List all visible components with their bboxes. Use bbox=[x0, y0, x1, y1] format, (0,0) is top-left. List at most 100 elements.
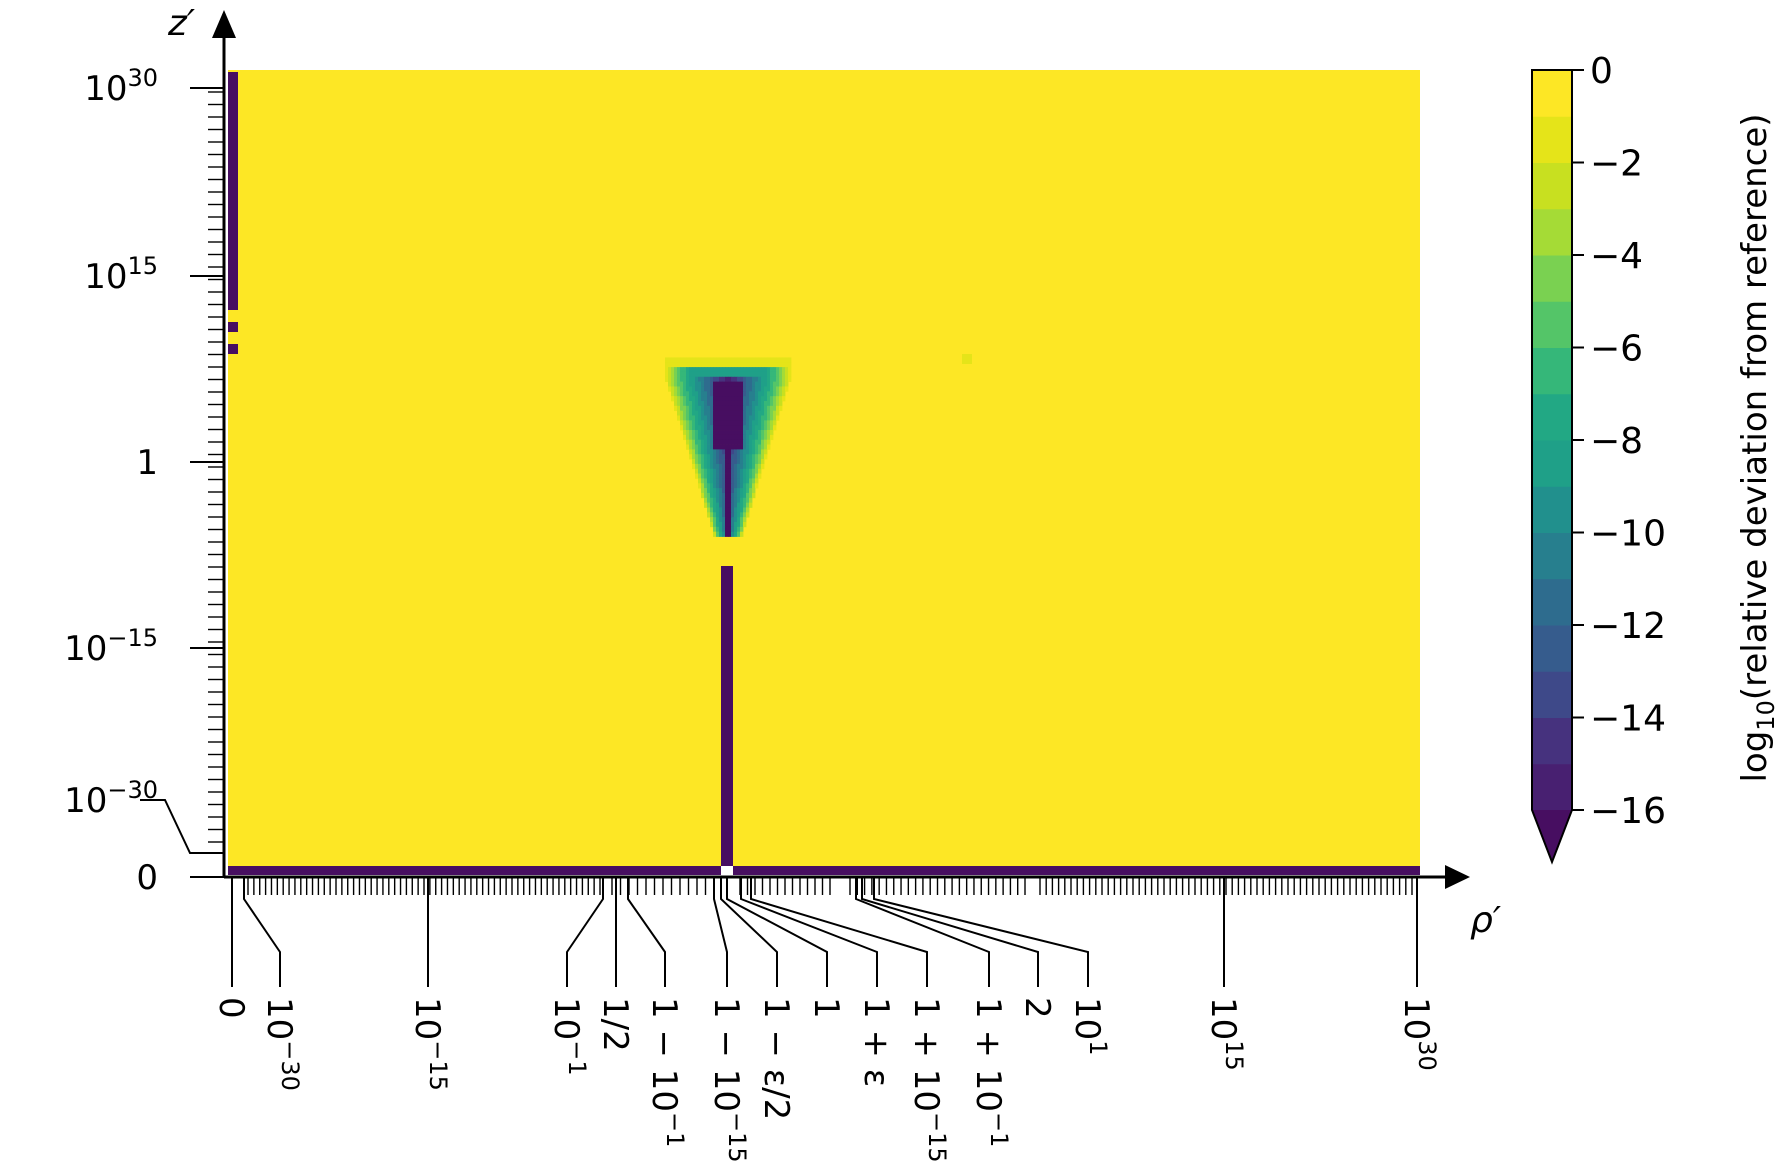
heatmap-cell bbox=[761, 400, 765, 407]
heatmap-cell bbox=[692, 410, 696, 416]
heatmap-cell bbox=[776, 400, 780, 407]
heatmap-cell bbox=[692, 463, 696, 470]
colorbar-segment bbox=[1532, 70, 1572, 117]
heatmap-cell bbox=[764, 410, 768, 416]
heatmap-cell bbox=[734, 415, 738, 421]
heatmap-cell bbox=[743, 492, 747, 499]
heatmap-cell bbox=[722, 459, 726, 465]
heatmap-cell bbox=[776, 367, 780, 373]
heatmap-cell bbox=[716, 357, 720, 363]
heatmap-cell bbox=[692, 444, 696, 450]
heatmap-cell bbox=[722, 410, 726, 416]
heatmap-cell bbox=[716, 526, 720, 533]
heatmap-cell bbox=[749, 483, 753, 489]
heatmap-cell bbox=[737, 444, 741, 450]
heatmap-cell bbox=[719, 396, 723, 402]
heatmap-cell bbox=[734, 396, 738, 402]
heatmap-cell bbox=[737, 478, 741, 484]
heatmap-cell bbox=[746, 444, 750, 450]
heatmap-cell bbox=[698, 391, 702, 397]
heatmap-cell bbox=[758, 444, 762, 450]
heatmap-cell bbox=[740, 367, 744, 373]
heatmap-cell bbox=[740, 439, 744, 445]
heatmap-cell bbox=[707, 410, 711, 416]
heatmap-cell bbox=[689, 410, 693, 416]
heatmap-cell bbox=[680, 391, 684, 397]
heatmap-cell bbox=[734, 357, 738, 363]
heatmap-cell bbox=[707, 502, 711, 508]
heatmap-cell bbox=[725, 415, 729, 421]
heatmap-cell bbox=[704, 391, 708, 397]
heatmap-cell bbox=[689, 444, 693, 450]
heatmap-cell bbox=[761, 362, 765, 368]
heatmap-cell bbox=[710, 386, 714, 392]
y-tick-label: 0 bbox=[136, 858, 158, 898]
heatmap-cell bbox=[704, 425, 708, 431]
heatmap-cell bbox=[758, 391, 762, 397]
x-tick-label: 1 − 10−15 bbox=[706, 997, 751, 1163]
heatmap-cell bbox=[758, 396, 762, 402]
heatmap-cell bbox=[725, 430, 729, 436]
heatmap-cell bbox=[788, 367, 792, 373]
heatmap-cell bbox=[752, 478, 756, 484]
heatmap-cell bbox=[776, 357, 780, 363]
colorbar-segment bbox=[1532, 347, 1572, 395]
heatmap-cell bbox=[737, 376, 741, 382]
heatmap-cell bbox=[674, 396, 678, 402]
heatmap-cell bbox=[773, 362, 777, 368]
heatmap-cell bbox=[758, 376, 762, 382]
heatmap-cell bbox=[755, 434, 759, 441]
heatmap-cell bbox=[743, 357, 747, 363]
heatmap-cell bbox=[710, 473, 714, 479]
heatmap-cell bbox=[716, 478, 720, 484]
heatmap-cell bbox=[710, 502, 714, 508]
heatmap-cell bbox=[707, 367, 711, 373]
heatmap-cell bbox=[716, 367, 720, 373]
heatmap-cell bbox=[707, 376, 711, 382]
heatmap-cell bbox=[701, 444, 705, 450]
heatmap-cell bbox=[764, 405, 768, 412]
heatmap-cell bbox=[668, 371, 672, 378]
heatmap-cell bbox=[725, 396, 729, 402]
heatmap-cell bbox=[779, 381, 783, 387]
heatmap-cell bbox=[689, 396, 693, 402]
heatmap-cell bbox=[725, 478, 729, 484]
heatmap-cell bbox=[722, 367, 726, 373]
heatmap-cell bbox=[713, 381, 717, 387]
heatmap-cell bbox=[722, 497, 726, 504]
heatmap-cell bbox=[689, 357, 693, 363]
heatmap-cell bbox=[692, 439, 696, 445]
heatmap-cell bbox=[725, 526, 729, 533]
heatmap-cell bbox=[758, 463, 762, 470]
heatmap-cell bbox=[671, 362, 675, 368]
heatmap-cell bbox=[686, 439, 690, 445]
heatmap-cell bbox=[725, 400, 729, 407]
heatmap-cell bbox=[719, 463, 723, 470]
heatmap-cell bbox=[734, 488, 738, 494]
heatmap-cell bbox=[713, 439, 717, 445]
y-axis-arrow bbox=[212, 10, 236, 38]
heatmap-cell bbox=[680, 415, 684, 421]
heatmap-cell bbox=[749, 449, 753, 455]
heatmap-cell bbox=[689, 400, 693, 407]
heatmap-cell bbox=[743, 497, 747, 504]
heatmap-cell bbox=[764, 371, 768, 378]
heatmap-cell bbox=[740, 396, 744, 402]
heatmap-cell bbox=[719, 357, 723, 363]
heatmap-cell bbox=[668, 357, 672, 363]
heatmap-cell bbox=[716, 376, 720, 382]
heatmap-cell bbox=[752, 396, 756, 402]
heatmap-cell bbox=[677, 391, 681, 397]
heatmap-cell bbox=[776, 386, 780, 392]
heatmap-cell bbox=[749, 391, 753, 397]
heatmap-cell bbox=[761, 381, 765, 387]
heatmap-cell bbox=[752, 400, 756, 407]
heatmap-cell bbox=[743, 439, 747, 445]
heatmap-cell bbox=[725, 449, 729, 455]
heatmap-cell bbox=[734, 430, 738, 436]
colorbar-segment bbox=[1532, 301, 1572, 348]
heatmap-cell bbox=[773, 386, 777, 392]
heatmap-cell bbox=[773, 357, 777, 363]
heatmap-cell bbox=[704, 430, 708, 436]
heatmap-cell bbox=[725, 386, 729, 392]
